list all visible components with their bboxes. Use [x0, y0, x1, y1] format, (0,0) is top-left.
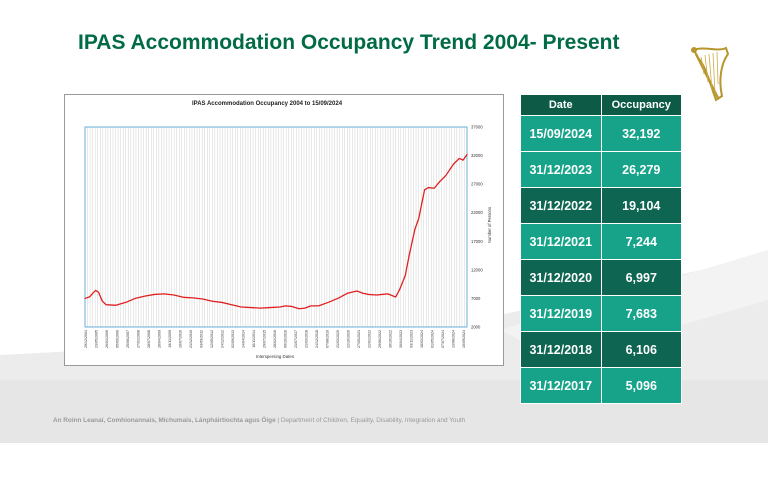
table-row: 31/12/2023 26,279: [520, 151, 682, 188]
date-cell: 31/12/2018: [520, 331, 602, 368]
x-tick-label: 29/12/2004: [84, 330, 88, 348]
x-tick-label: 28/07/2008: [147, 330, 151, 348]
date-cell: 31/12/2020: [520, 259, 602, 296]
footer-department: An Roinn Leanaí, Comhionannais, Míchumai…: [53, 417, 465, 424]
x-tick-label: 30/04/2023: [399, 330, 403, 348]
column-header-occupancy: Occupancy: [600, 94, 682, 116]
table-row: 31/12/2022 19,104: [520, 187, 682, 224]
occupancy-cell: 6,997: [600, 259, 682, 296]
x-tick-label: 21/07/2017: [294, 330, 298, 348]
date-cell: 31/12/2017: [520, 367, 602, 404]
x-tick-label: 05/09/2006: [116, 330, 120, 348]
x-tick-label: 24/12/2018: [315, 330, 319, 348]
table-row: 31/12/2021 7,244: [520, 223, 682, 260]
footer-bar: [0, 443, 768, 480]
occupancy-cell: 5,096: [600, 367, 682, 404]
date-cell: 15/09/2024: [520, 115, 602, 152]
x-tick-label: 18/03/2024: [420, 330, 424, 348]
x-tick-label: 26/04/2009: [158, 330, 162, 348]
y-tick-label: 37000: [471, 125, 483, 130]
table-row: 31/12/2018 6,106: [520, 331, 682, 368]
x-tick-label: 28/02/2016: [273, 330, 277, 348]
y-tick-label: 7000: [471, 296, 481, 301]
x-tick-label: 27/05/2021: [357, 330, 361, 348]
x-tick-label: 16/11/2014: [252, 330, 256, 348]
x-axis: 29/12/2004 23/05/2005 26/01/2006 05/09/2006…: [84, 330, 466, 348]
occupancy-cell: 7,683: [600, 295, 682, 332]
y-tick-label: 22000: [471, 210, 483, 215]
occupancy-cell: 19,104: [600, 187, 682, 224]
y-tick-label: 32000: [471, 153, 483, 158]
x-tick-label: 12/05/2012: [210, 330, 214, 348]
x-tick-label: 21/03/2020: [336, 330, 340, 348]
x-tick-label: 22/10/2020: [347, 330, 351, 348]
y-tick-label: 17000: [471, 239, 483, 244]
column-header-date: Date: [520, 94, 602, 116]
date-cell: 31/12/2022: [520, 187, 602, 224]
x-tick-label: 30/10/2022: [389, 330, 393, 348]
x-tick-label: 03/09/2011: [200, 330, 204, 348]
x-tick-label: 02/09/2013: [231, 330, 235, 348]
occupancy-cell: 7,244: [600, 223, 682, 260]
footer-irish-name: An Roinn Leanaí, Comhionannais, Míchumai…: [53, 417, 276, 424]
slide-title: IPAS Accommodation Occupancy Trend 2004-…: [78, 31, 620, 54]
chart-svg: IPAS Accommodation Occupancy 2004 to 15/…: [84, 101, 492, 359]
x-tick-label: 15/09/2024: [462, 330, 466, 348]
table-row: 31/12/2019 7,683: [520, 295, 682, 332]
date-cell: 31/12/2019: [520, 295, 602, 332]
footer-english-name: Department of Children, Equality, Disabi…: [280, 417, 466, 424]
x-tick-label: 03/11/2023: [410, 330, 414, 348]
x-tick-label: 01/05/2024: [431, 330, 435, 348]
x-tick-label: 09/10/2016: [284, 330, 288, 348]
date-cell: 31/12/2021: [520, 223, 602, 260]
x-tick-label: 19/11/2009: [168, 330, 172, 348]
x-tick-label: 21/12/2010: [189, 330, 193, 348]
footer-separator: |: [275, 417, 281, 424]
x-tick-label: 25/06/2007: [126, 330, 130, 348]
x-tick-label: 27/01/2008: [137, 330, 141, 348]
x-tick-label: 07/07/2024: [441, 330, 445, 348]
harp-icon: [691, 46, 730, 102]
x-tick-label: 26/01/2006: [105, 330, 109, 348]
occupancy-cell: 26,279: [600, 151, 682, 188]
occupancy-table: Date Occupancy 15/09/2024 32,192 31/12/2…: [520, 94, 682, 404]
table-header-row: Date Occupancy: [520, 94, 682, 116]
table-row: 31/12/2020 6,997: [520, 259, 682, 296]
plot-area: [84, 126, 468, 328]
y-tick-label: 27000: [471, 182, 483, 187]
y-axis: 2000 7000 12000 17000 22000 27000 32000 37000: [471, 125, 483, 330]
occupancy-cell: 6,106: [600, 331, 682, 368]
x-tick-label: 21/01/2022: [368, 330, 372, 348]
date-cell: 31/12/2023: [520, 151, 602, 188]
x-tick-label: 10/07/2010: [179, 330, 183, 348]
y-tick-label: 2000: [471, 325, 481, 330]
series-line-occupancy: [84, 153, 468, 310]
x-tick-label: 13/08/2024: [452, 330, 456, 348]
chart-grid: [87, 127, 465, 327]
y-axis-label: Number of Persons: [487, 207, 492, 243]
x-tick-label: 29/07/2015: [263, 330, 267, 348]
occupancy-chart: IPAS Accommodation Occupancy 2004 to 15/…: [64, 94, 504, 366]
x-tick-label: 23/05/2005: [95, 330, 99, 348]
x-axis-label: Interspersing Dates: [256, 354, 295, 359]
table-row: 15/09/2024 32,192: [520, 115, 682, 152]
x-tick-label: 24/12/2012: [221, 330, 225, 348]
occupancy-cell: 32,192: [600, 115, 682, 152]
table-row: 31/12/2017 5,096: [520, 367, 682, 404]
x-tick-label: 29/06/2022: [378, 330, 382, 348]
chart-title: IPAS Accommodation Occupancy 2004 to 15/…: [192, 101, 343, 107]
x-tick-label: 07/08/2019: [326, 330, 330, 348]
x-tick-label: 14/04/2014: [242, 330, 246, 348]
y-tick-label: 12000: [471, 267, 483, 272]
x-tick-label: 21/03/2018: [305, 330, 309, 348]
